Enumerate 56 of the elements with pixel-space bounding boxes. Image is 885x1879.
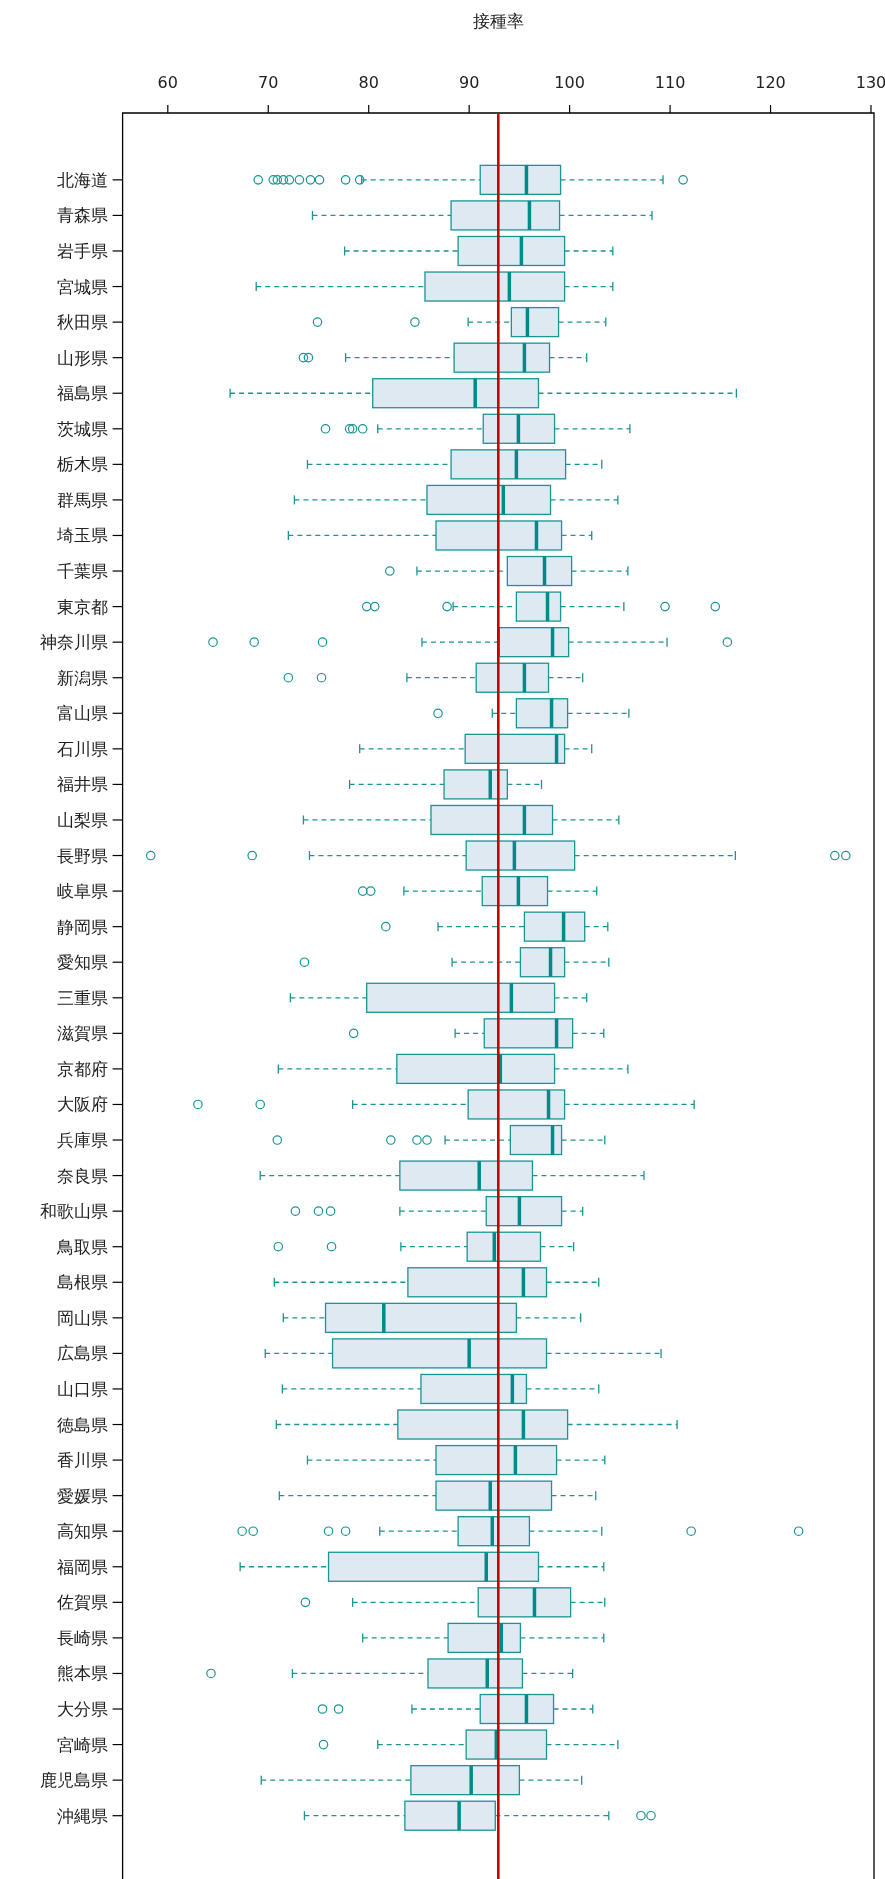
- y-tick-label: 鹿児島県: [39, 1770, 108, 1791]
- y-tick-label: 広島県: [56, 1343, 108, 1364]
- y-tick-label: 徳島県: [56, 1414, 108, 1435]
- y-tick-label: 青森県: [56, 205, 108, 226]
- x-tick-label: 100: [554, 73, 585, 92]
- y-tick-label: 和歌山県: [39, 1201, 108, 1222]
- y-tick-label: 山梨県: [56, 809, 108, 830]
- y-tick-label: 東京都: [56, 596, 108, 617]
- x-tick-label: 90: [458, 73, 480, 92]
- y-tick-label: 熊本県: [56, 1663, 108, 1684]
- y-tick-label: 大分県: [56, 1699, 108, 1720]
- y-tick-label: 新潟県: [56, 667, 108, 688]
- y-tick-label: 高知県: [56, 1521, 108, 1542]
- y-tick-label: 長崎県: [56, 1627, 108, 1648]
- y-tick-label: 秋田県: [56, 312, 108, 333]
- y-tick-label: 山口県: [56, 1378, 108, 1399]
- y-tick-label: 岩手県: [56, 240, 108, 261]
- y-tick-label: 山形県: [56, 347, 108, 368]
- y-tick-label: 岐阜県: [56, 881, 108, 902]
- y-tick-label: 福岡県: [56, 1556, 108, 1577]
- x-tick-label: 70: [258, 73, 279, 92]
- x-tick-label: 110: [654, 73, 686, 92]
- y-tick-label: 鳥取県: [55, 1236, 108, 1257]
- y-tick-label: 沖縄県: [56, 1805, 108, 1826]
- y-tick-label: 北海道: [56, 169, 108, 190]
- y-tick-label: 宮城県: [56, 276, 108, 297]
- y-tick-label: 静岡県: [56, 916, 108, 937]
- y-tick-label: 滋賀県: [56, 1023, 108, 1044]
- x-tick-label: 120: [755, 73, 786, 92]
- y-tick-label: 香川県: [56, 1450, 108, 1471]
- y-tick-label: 大阪府: [56, 1094, 108, 1115]
- y-tick-label: 兵庫県: [56, 1130, 108, 1151]
- y-tick-label: 群馬県: [56, 489, 108, 510]
- y-tick-label: 島根県: [56, 1272, 108, 1293]
- y-tick-label: 京都府: [56, 1058, 108, 1079]
- x-tick-label: 130: [855, 73, 885, 92]
- x-axis-title: 接種率: [472, 11, 524, 31]
- y-tick-label: 神奈川県: [39, 632, 108, 653]
- y-tick-label: 三重県: [56, 987, 108, 1008]
- y-tick-label: 奈良県: [56, 1165, 108, 1186]
- y-tick-label: 愛媛県: [56, 1485, 108, 1506]
- y-tick-label: 福島県: [56, 383, 108, 404]
- y-tick-label: 長野県: [56, 845, 108, 866]
- x-tick-label: 60: [157, 73, 178, 92]
- y-tick-label: 佐賀県: [56, 1592, 108, 1613]
- y-tick-label: 富山県: [56, 703, 108, 724]
- y-tick-label: 岡山県: [56, 1307, 108, 1328]
- y-tick-label: 埼玉県: [55, 525, 108, 546]
- y-tick-label: 宮崎県: [56, 1734, 108, 1755]
- y-tick-label: 茨城県: [56, 418, 108, 439]
- y-tick-label: 栃木県: [56, 454, 108, 475]
- y-tick-label: 愛知県: [56, 952, 108, 973]
- y-tick-label: 千葉県: [56, 561, 108, 582]
- x-tick-label: 80: [358, 73, 379, 92]
- y-tick-label: 福井県: [56, 774, 108, 795]
- y-tick-label: 石川県: [56, 738, 108, 759]
